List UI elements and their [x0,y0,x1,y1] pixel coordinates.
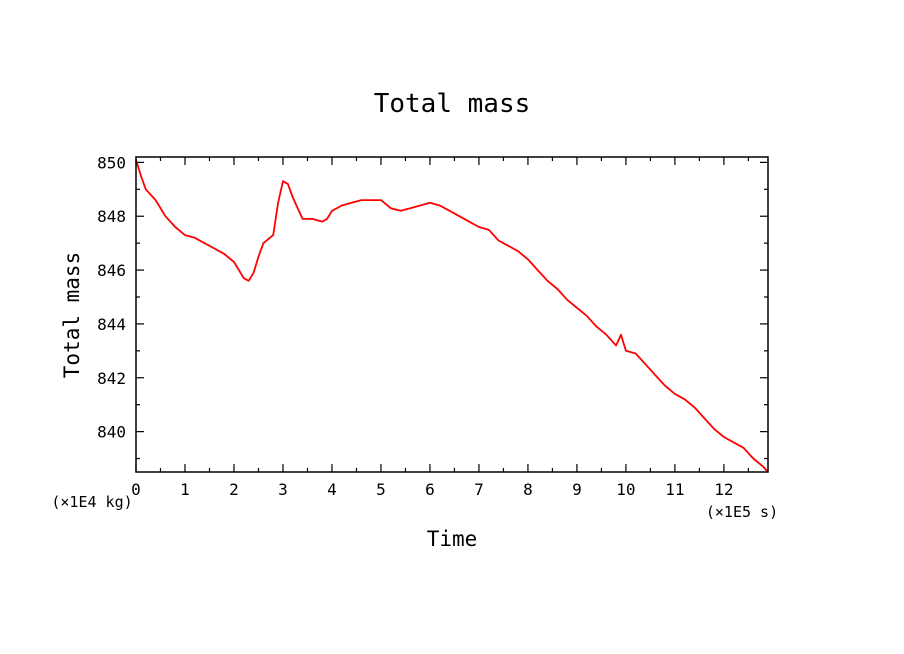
x-tick-label: 9 [572,480,582,499]
x-tick-label: 12 [714,480,733,499]
x-tick-label: 3 [278,480,288,499]
x-tick-label: 1 [180,480,190,499]
y-axis-label: Total mass [60,252,84,378]
y-tick-label: 842 [97,369,126,388]
x-tick-label: 8 [523,480,533,499]
y-tick-label: 850 [97,153,126,172]
x-tick-label: 4 [327,480,337,499]
x-tick-label: 2 [229,480,239,499]
x-unit-label: (×1E5 s) [706,503,778,521]
x-tick-label: 5 [376,480,386,499]
y-tick-label: 846 [97,261,126,280]
x-tick-label: 10 [616,480,635,499]
y-tick-label: 840 [97,423,126,442]
x-axis-label: Time [427,527,478,551]
chart-title: Total mass [374,89,531,119]
axis-ticks [135,157,768,472]
x-tick-label: 7 [474,480,484,499]
x-tick-label: 11 [665,480,684,499]
series-line [135,159,769,473]
x-tick-label: 6 [425,480,435,499]
plot-area-frame [135,156,769,473]
y-tick-label: 848 [97,207,126,226]
x-tick-label: 0 [131,480,141,499]
y-unit-label: (×1E4 kg) [51,493,132,511]
y-tick-label: 844 [97,315,126,334]
